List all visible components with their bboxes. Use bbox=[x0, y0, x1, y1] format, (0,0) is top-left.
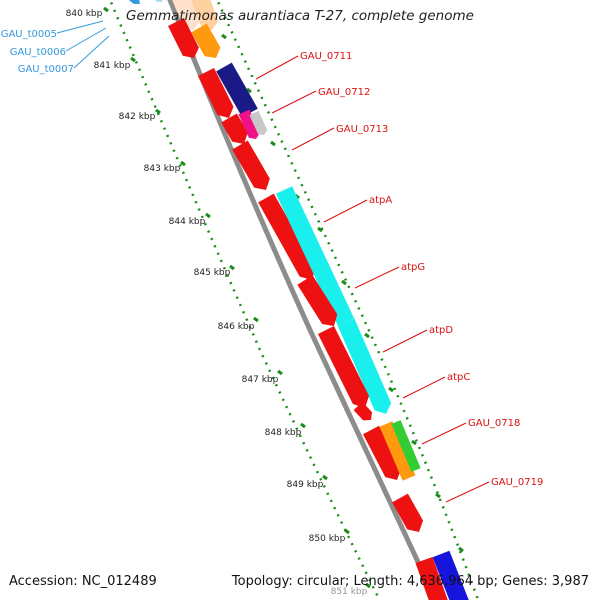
gene-label[interactable]: atpA bbox=[369, 195, 392, 206]
trna-leader-line bbox=[73, 35, 110, 69]
major-tick bbox=[344, 528, 350, 535]
major-tick bbox=[365, 582, 371, 589]
ruler-label: 851 kbp bbox=[331, 587, 368, 597]
gene-feature bbox=[191, 23, 221, 59]
gene-leader-line bbox=[402, 376, 446, 399]
major-tick bbox=[435, 492, 441, 499]
major-tick bbox=[130, 56, 136, 63]
major-tick bbox=[317, 226, 323, 233]
gene-leader-line bbox=[354, 266, 400, 289]
gene-label[interactable]: GAU_0719 bbox=[491, 477, 543, 488]
ruler-label: 843 kbp bbox=[144, 164, 181, 174]
gene-feature bbox=[379, 421, 416, 481]
major-tick bbox=[229, 264, 235, 271]
ruler-label: 849 kbp bbox=[287, 480, 324, 490]
ruler-labels: 840 kbp 841 kbp 842 kbp 843 kbp 844 kbp … bbox=[66, 9, 368, 597]
gene-feature-atpD-cyan bbox=[337, 318, 392, 414]
major-tick bbox=[411, 439, 417, 446]
gene-leader-line bbox=[271, 90, 317, 114]
major-tick bbox=[270, 140, 276, 147]
gene-leader-line bbox=[445, 481, 490, 503]
gene-leader-line bbox=[255, 55, 299, 80]
gene-label[interactable]: GAU_0712 bbox=[318, 87, 370, 98]
gene-feature-faded bbox=[191, 0, 219, 30]
gene-feature-atpD bbox=[318, 326, 369, 408]
trna-labels: GAU_t0005 GAU_t0006 GAU_t0007 bbox=[1, 29, 74, 75]
gene-feature-atpA-cyan bbox=[275, 186, 355, 326]
major-tick bbox=[300, 422, 306, 429]
gene-feature bbox=[216, 62, 258, 118]
gene-leader-line bbox=[382, 329, 428, 353]
ruler-label: 845 kbp bbox=[194, 268, 231, 278]
major-tick bbox=[205, 212, 211, 219]
gene-feature bbox=[415, 557, 448, 600]
gene-feature-atpG bbox=[297, 275, 338, 326]
gene-feature bbox=[168, 18, 199, 58]
gene-label[interactable]: atpC bbox=[447, 372, 470, 383]
label-leaders bbox=[56, 20, 490, 503]
gene-feature bbox=[391, 420, 421, 472]
major-tick bbox=[322, 474, 328, 481]
inner-minor-ticks bbox=[108, 0, 381, 600]
inner-tick-ruler bbox=[103, 0, 381, 600]
gene-feature-atpC bbox=[353, 401, 372, 421]
major-tick bbox=[221, 33, 227, 40]
major-tick bbox=[180, 160, 186, 167]
outer-tick-ruler bbox=[215, 0, 480, 600]
ruler-label: 841 kbp bbox=[94, 61, 131, 71]
major-tick bbox=[277, 369, 283, 376]
gene-feature-atpA bbox=[258, 193, 316, 280]
gene-label[interactable]: GAU_0718 bbox=[468, 418, 520, 429]
trna-feature bbox=[128, 0, 140, 4]
major-tick bbox=[458, 546, 464, 553]
ruler-label: 844 kbp bbox=[169, 217, 206, 227]
gene-feature bbox=[363, 425, 402, 480]
trna-leader-line bbox=[65, 27, 107, 52]
gene-feature bbox=[392, 493, 423, 532]
gene-label[interactable]: GAU_0713 bbox=[336, 124, 388, 135]
trna-label[interactable]: GAU_t0006 bbox=[10, 47, 66, 58]
major-tick bbox=[364, 332, 370, 339]
gene-leader-line bbox=[323, 199, 368, 223]
ruler-label: 846 kbp bbox=[218, 322, 255, 332]
major-tick bbox=[246, 87, 252, 94]
major-tick bbox=[103, 6, 109, 13]
map-title: Gemmatimonas aurantiaca T-27, complete g… bbox=[126, 8, 474, 24]
gene-labels: GAU_0711 GAU_0712 GAU_0713 atpA atpG atp… bbox=[300, 51, 543, 488]
major-tick bbox=[253, 316, 259, 323]
gene-features bbox=[128, 0, 469, 600]
gene-feature-faded bbox=[172, 0, 201, 30]
gene-label[interactable]: atpG bbox=[401, 262, 425, 273]
ruler-label: 847 kbp bbox=[242, 375, 279, 385]
gene-feature bbox=[232, 140, 270, 190]
trna-label[interactable]: GAU_t0007 bbox=[18, 64, 74, 75]
gene-leader-line bbox=[291, 127, 335, 151]
gene-label[interactable]: atpD bbox=[429, 325, 453, 336]
gene-feature bbox=[198, 68, 234, 118]
major-tick bbox=[388, 386, 394, 393]
accession-text: Accession: NC_012489 bbox=[9, 574, 157, 589]
gene-label[interactable]: GAU_0711 bbox=[300, 51, 352, 62]
ruler-label: 848 kbp bbox=[265, 428, 302, 438]
ruler-label: 842 kbp bbox=[119, 112, 156, 122]
gene-feature bbox=[221, 113, 248, 144]
ruler-label: 840 kbp bbox=[66, 9, 103, 19]
gene-leader-line bbox=[421, 422, 467, 445]
gene-feature bbox=[238, 109, 260, 139]
ruler-label: 850 kbp bbox=[309, 534, 346, 544]
major-tick bbox=[155, 108, 161, 115]
trna-leader-line bbox=[56, 20, 104, 34]
trna-feature bbox=[154, 0, 163, 2]
topology-text: Topology: circular; Length: 4,636,964 bp… bbox=[231, 574, 589, 589]
trna-label[interactable]: GAU_t0005 bbox=[1, 29, 57, 40]
gene-feature bbox=[432, 550, 469, 600]
gene-feature bbox=[249, 110, 268, 135]
major-tick bbox=[341, 279, 347, 286]
